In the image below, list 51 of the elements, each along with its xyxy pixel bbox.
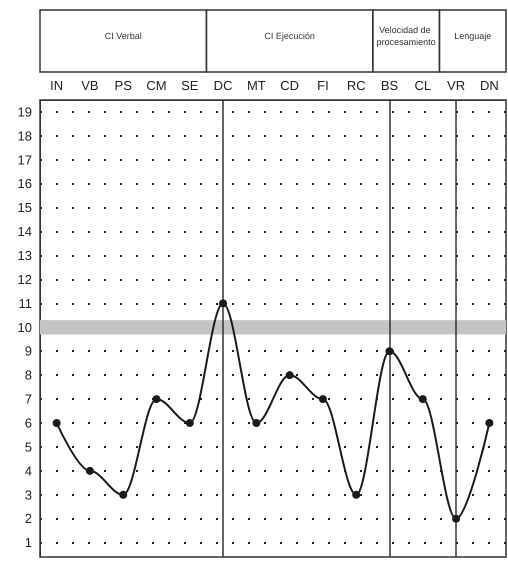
x-tick-label: FI — [317, 78, 329, 93]
y-tick-label: 4 — [24, 463, 32, 478]
x-tick-label: IN — [50, 78, 64, 93]
y-tick-label: 9 — [24, 344, 32, 359]
y-tick-label: 8 — [24, 368, 32, 383]
y-tick-label: 13 — [18, 248, 32, 264]
y-tick-label: 16 — [18, 176, 32, 192]
x-tick-label: DC — [214, 78, 232, 93]
y-tick-label: 3 — [24, 487, 32, 502]
text: Velocidad de procesamiento — [376, 25, 436, 47]
point — [386, 347, 394, 356]
point — [485, 419, 494, 428]
x-tick-label: MT — [246, 78, 266, 93]
y-tick-label: 6 — [24, 416, 32, 431]
y-tick-label: 1 — [24, 535, 32, 550]
point — [119, 490, 128, 499]
point — [286, 371, 294, 380]
point — [452, 514, 460, 523]
y-tick-label: 19 — [18, 104, 32, 120]
y-tick-label: 14 — [18, 224, 32, 240]
point — [418, 395, 427, 404]
x-tick-label: CM — [146, 78, 167, 93]
x-tick-label: RC — [346, 78, 366, 93]
point — [318, 395, 327, 404]
x-tick-label: SE — [181, 78, 199, 93]
text: CI Ejecución — [264, 31, 315, 41]
y-tick-label: 10 — [18, 320, 32, 335]
y-tick-label: 12 — [18, 272, 32, 287]
point — [252, 419, 260, 428]
point — [52, 419, 61, 428]
y-tick-label: 5 — [24, 439, 32, 454]
point — [152, 395, 160, 404]
text: Lenguaje — [454, 31, 492, 41]
x-tick-label: VB — [81, 78, 99, 93]
text: CI Verbal — [104, 31, 142, 41]
y-tick-label: 2 — [24, 511, 32, 526]
point — [86, 466, 94, 475]
x-tick-label: DN — [480, 78, 499, 93]
x-tick-label: BS — [380, 78, 398, 93]
y-tick-label: 18 — [18, 128, 32, 144]
point — [352, 490, 360, 499]
x-tick-label: VR — [447, 78, 466, 93]
y-tick-label: 11 — [18, 296, 32, 311]
y-tick-label: 7 — [24, 392, 32, 407]
point — [186, 419, 194, 428]
x-tick-label: PS — [114, 78, 132, 93]
point — [219, 299, 228, 308]
y-tick-label: 17 — [18, 152, 32, 168]
y-tick-label: 15 — [18, 200, 32, 216]
x-tick-label: CL — [414, 78, 432, 93]
x-tick-label: CD — [280, 78, 300, 93]
